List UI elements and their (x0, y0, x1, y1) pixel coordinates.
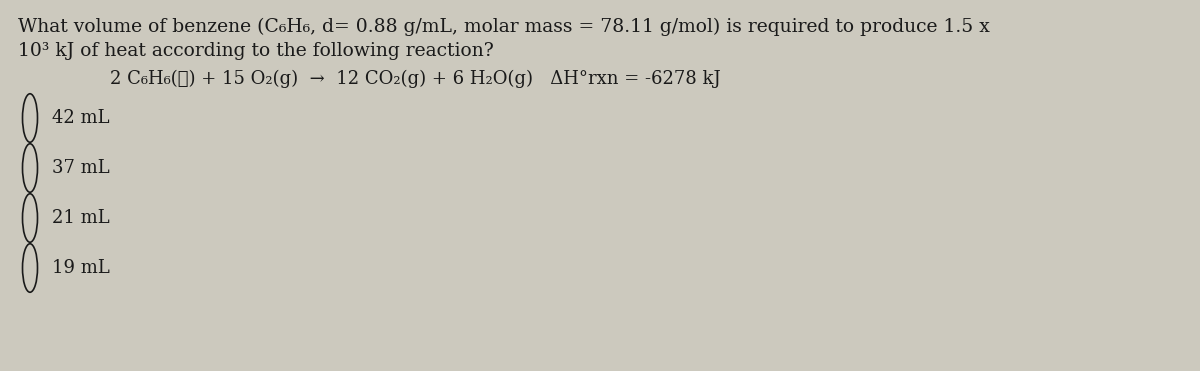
Text: 37 mL: 37 mL (52, 159, 109, 177)
Text: 2 C₆H₆(ℓ) + 15 O₂(g)  →  12 CO₂(g) + 6 H₂O(g)   ΔH°rxn = -6278 kJ: 2 C₆H₆(ℓ) + 15 O₂(g) → 12 CO₂(g) + 6 H₂O… (110, 70, 721, 88)
Text: What volume of benzene (C₆H₆, d= 0.88 g/mL, molar mass = 78.11 g/mol) is require: What volume of benzene (C₆H₆, d= 0.88 g/… (18, 18, 990, 36)
Text: 10³ kJ of heat according to the following reaction?: 10³ kJ of heat according to the followin… (18, 42, 493, 60)
Text: 42 mL: 42 mL (52, 109, 109, 127)
Text: 19 mL: 19 mL (52, 259, 109, 277)
Text: 21 mL: 21 mL (52, 209, 109, 227)
